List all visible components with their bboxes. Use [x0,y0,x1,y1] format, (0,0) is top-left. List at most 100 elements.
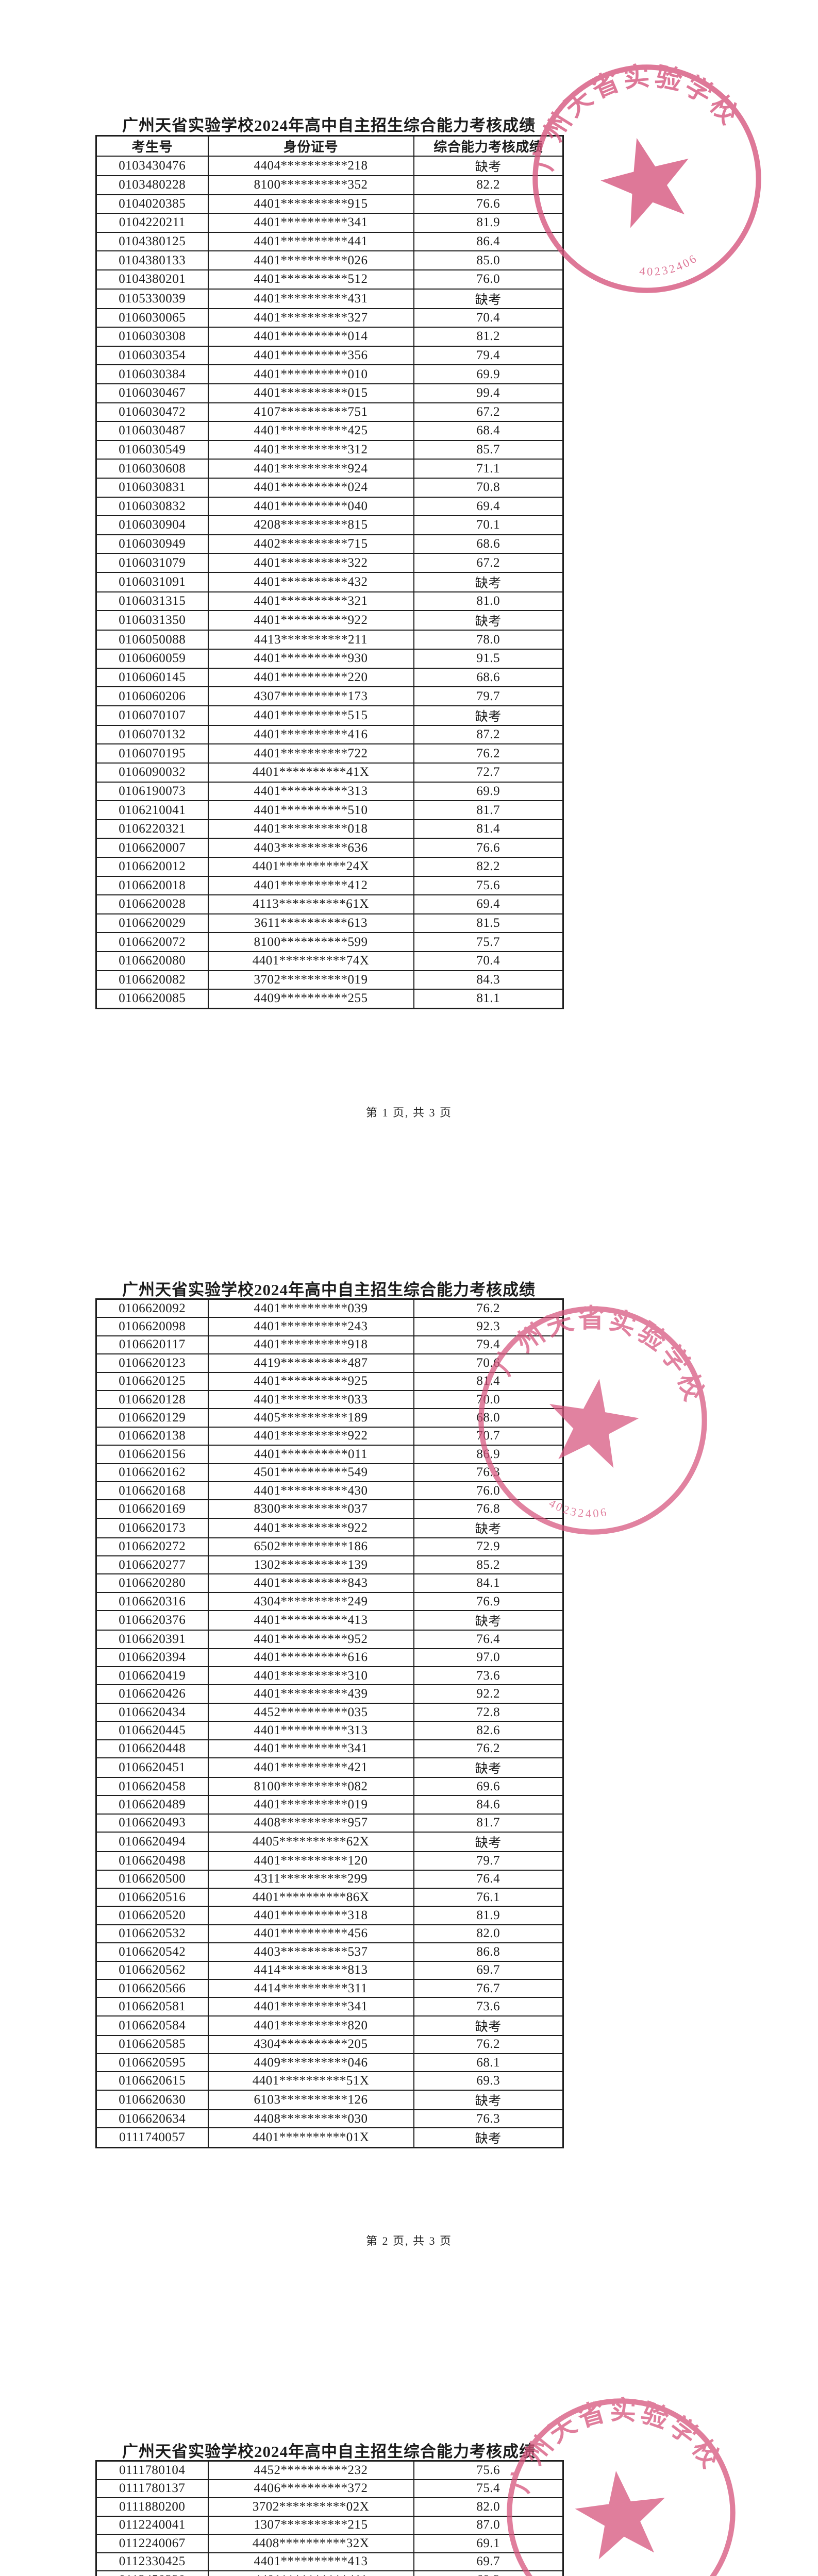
table-row: 0106620092 4401**********039 76.2 [95,1298,564,1318]
score-cell: 68.6 [413,534,564,554]
id-number-cell: 4401**********515 [207,705,414,726]
score-cell: 84.6 [413,1795,564,1815]
table-row: 0106620493 4408**********957 81.7 [95,1813,564,1833]
score-cell: 79.7 [413,1851,564,1871]
id-number-cell: 4405**********62X [207,1832,414,1853]
score-table-page2: 0106620092 4401**********039 76.2 010662009… [95,1298,564,2149]
exam-number-cell: 0106620007 [95,838,209,858]
score-cell: 缺考 [413,571,564,592]
score-cell: 69.3 [413,2071,564,2091]
table-row: 0112330425 4401**********413 69.7 [95,2552,564,2571]
score-cell: 76.0 [413,1481,564,1501]
id-number-cell: 4401**********341 [207,1997,414,2016]
score-cell: 69.9 [413,364,564,384]
score-cell: 76.6 [413,838,564,858]
id-number-cell: 4403**********537 [207,1942,414,1962]
exam-number-cell: 0106620532 [95,1924,209,1944]
table-row: 0112240041 1307**********215 87.0 [95,2515,564,2535]
table-row: 0106620138 4401**********922 70.7 [95,1426,564,1446]
score-cell: 70.6 [413,1353,564,1373]
page-title: 广州天省实验学校2024年高中自主招生综合能力考核成绩 [122,2443,536,2461]
score-table-page1: 考生号 身份证号 综合能力考核成绩 0103430476 4404********… [95,135,564,1009]
id-number-cell: 4401**********341 [207,1739,414,1758]
exam-number-cell: 0106620516 [95,1887,209,1907]
table-row: 0106620630 6103**********126 缺考 [95,2089,564,2110]
table-row: 0106620028 4113**********61X 69.4 [95,894,564,914]
table-row: 0106030904 4208**********815 70.1 [95,515,564,535]
table-row: 0104020385 4401**********915 76.6 [95,194,564,214]
exam-number-cell: 0106620316 [95,1591,209,1612]
table-row: 0106030467 4401**********015 99.4 [95,383,564,403]
id-number-cell: 4401**********243 [207,1317,414,1336]
table-row: 0106620376 4401**********413 缺考 [95,1610,564,1631]
exam-number-cell: 0106050088 [95,630,209,650]
table-row: 0106620277 1302**********139 85.2 [95,1555,564,1575]
table-row: 0106620129 4405**********189 68.0 [95,1408,564,1428]
exam-number-cell: 0106620391 [95,1630,209,1649]
table-row: 0106620584 4401**********820 缺考 [95,2015,564,2036]
score-cell: 68.1 [413,2053,564,2073]
exam-number-cell: 0106070195 [95,743,209,764]
table-row: 0106060059 4401**********930 91.5 [95,649,564,669]
id-number-cell: 4401**********616 [207,1648,414,1668]
score-cell: 84.3 [413,970,564,990]
id-number-cell: 4401**********430 [207,1481,414,1501]
id-number-cell: 4401**********313 [207,1721,414,1740]
id-number-cell: 4413**********211 [207,630,414,650]
table-row: 0106620098 4401**********243 92.3 [95,1317,564,1336]
score-cell: 67.2 [413,553,564,573]
exam-number-cell: 0106620012 [95,857,209,877]
table-row: 0106620489 4401**********019 84.6 [95,1795,564,1815]
score-cell: 86.9 [413,1445,564,1464]
table-row: 0106620498 4401**********120 79.7 [95,1851,564,1871]
exam-number-cell: 0106030608 [95,459,209,479]
table-row: 0106070195 4401**********722 76.2 [95,743,564,764]
table-row: 0104380201 4401**********512 76.0 [95,269,564,290]
star-icon [600,138,689,228]
table-row: 0106620391 4401**********952 76.4 [95,1630,564,1649]
id-number-cell: 4401**********039 [207,1298,414,1318]
id-number-cell: 4401**********341 [207,213,414,233]
table-row: 0106620562 4414**********813 69.7 [95,1960,564,1980]
id-number-cell: 4401**********924 [207,459,414,479]
score-cell: 69.1 [413,2534,564,2553]
column-header-score: 综合能力考核成绩 [413,135,564,157]
exam-number-cell: 0106620458 [95,1776,209,1797]
id-number-cell: 4401**********322 [207,553,414,573]
score-cell: 81.0 [413,591,564,612]
id-number-cell: 4408**********030 [207,2109,414,2129]
id-number-cell: 4401**********24X [207,857,414,877]
table-row: 0106620532 4401**********456 82.0 [95,1924,564,1944]
score-cell: 70.7 [413,1426,564,1446]
score-cell: 76.2 [413,2035,564,2055]
score-cell: 75.6 [413,875,564,896]
exam-number-cell: 0106620419 [95,1666,209,1686]
exam-number-cell: 0106031350 [95,610,209,631]
exam-number-cell: 0103480228 [95,175,209,195]
score-cell: 87.0 [413,2515,564,2535]
score-cell: 76.3 [413,2109,564,2129]
id-number-cell: 4401**********915 [207,194,414,214]
table-row: 0111780137 4406**********372 75.4 [95,2479,564,2498]
table-row: 0106030487 4401**********425 68.4 [95,421,564,441]
id-number-cell: 4401**********416 [207,724,414,745]
score-cell: 81.4 [413,819,564,839]
page-footer: 第 2 页, 共 3 页 [365,2234,452,2247]
table-row: 0106620451 4401**********421 缺考 [95,1757,564,1778]
exam-number-cell: 0106620028 [95,894,209,914]
id-number-cell: 4401**********922 [207,610,414,631]
exam-number-cell: 0106620018 [95,875,209,896]
exam-number-cell: 0106620092 [95,1298,209,1318]
table-header-row: 考生号 身份证号 综合能力考核成绩 [95,135,564,157]
table-row: 0106620117 4401**********918 79.4 [95,1335,564,1355]
id-number-cell: 4409**********255 [207,989,414,1009]
score-cell: 76.4 [413,1869,564,1889]
score-cell: 70.4 [413,951,564,971]
table-row: 0104220211 4401**********341 81.9 [95,213,564,233]
id-number-cell: 4307**********173 [207,686,414,706]
id-number-cell: 4501**********549 [207,1463,414,1482]
score-cell: 82.0 [413,2497,564,2517]
table-row: 0106620426 4401**********439 92.2 [95,1684,564,1704]
score-cell: 75.6 [413,2460,564,2480]
exam-number-cell: 0106620615 [95,2071,209,2091]
